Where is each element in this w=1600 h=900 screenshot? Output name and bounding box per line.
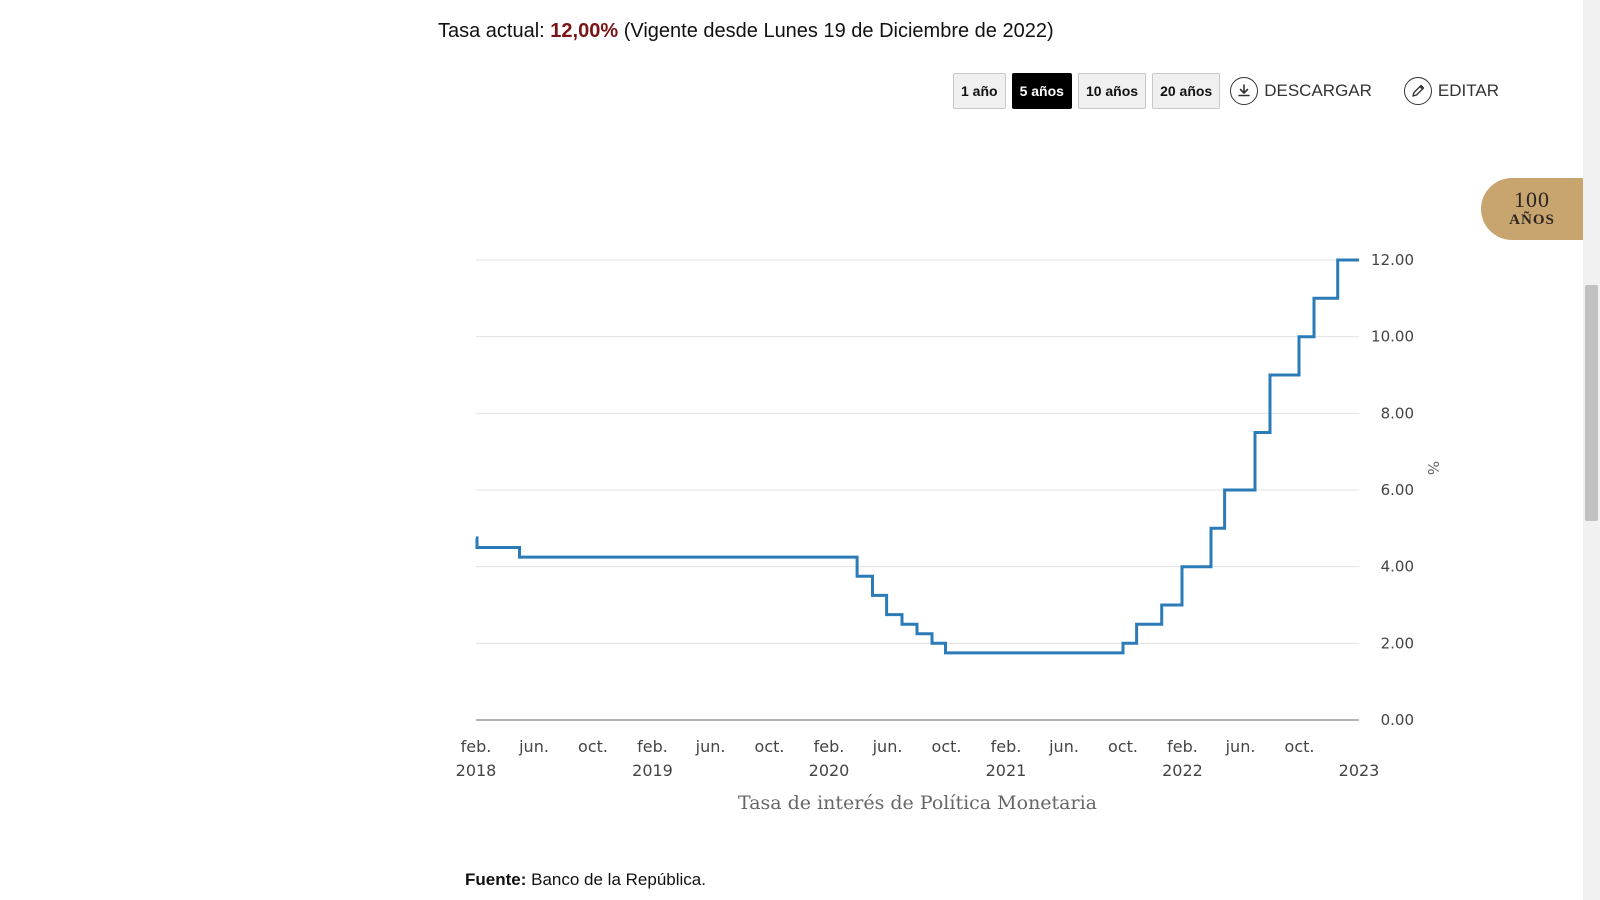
x-tick-label: jun.	[872, 737, 903, 756]
x-tick-year-label: 2019	[632, 761, 673, 780]
x-tick-label: jun.	[1225, 737, 1256, 756]
y-axis-label: %	[1424, 461, 1442, 475]
x-tick-year-label: 2018	[456, 761, 497, 780]
range-5-years-button[interactable]: 5 años	[1011, 73, 1072, 109]
chart-toolbar: 1 año 5 años 10 años 20 años DESCARGAR E…	[953, 72, 1499, 110]
source-text: Banco de la República.	[531, 870, 706, 889]
range-20-years-button[interactable]: 20 años	[1152, 73, 1221, 109]
x-tick-year-label: 2023	[1339, 761, 1380, 780]
x-tick-label: feb.	[637, 737, 668, 756]
x-tick-label: oct.	[578, 737, 608, 756]
x-tick-label: oct.	[755, 737, 785, 756]
x-tick-label: oct.	[932, 737, 962, 756]
y-tick-label: 0.00	[1381, 711, 1414, 729]
source-label: Fuente:	[465, 870, 527, 889]
x-tick-year-label: 2020	[809, 761, 850, 780]
edit-button[interactable]: EDITAR	[1403, 77, 1499, 105]
rate-prefix: Tasa actual:	[438, 20, 545, 42]
range-1-year-button[interactable]: 1 año	[953, 73, 1006, 109]
y-tick-label: 10.00	[1371, 328, 1414, 346]
download-icon	[1230, 77, 1259, 105]
page-scrollbar[interactable]	[1583, 0, 1600, 900]
x-tick-label: jun.	[518, 737, 549, 756]
y-tick-label: 4.00	[1381, 558, 1414, 576]
x-tick-year-label: 2022	[1162, 761, 1203, 780]
scrollbar-thumb[interactable]	[1585, 285, 1598, 521]
source-note: Fuente: Banco de la República.	[465, 870, 706, 890]
x-tick-label: jun.	[1048, 737, 1079, 756]
y-tick-label: 12.00	[1371, 251, 1414, 269]
x-tick-label: feb.	[991, 737, 1022, 756]
download-label: DESCARGAR	[1264, 81, 1372, 100]
badge-text: AÑOS	[1509, 212, 1555, 228]
y-tick-label: 8.00	[1381, 404, 1414, 422]
centenary-badge[interactable]: 100 AÑOS	[1481, 178, 1583, 240]
x-tick-label: oct.	[1285, 737, 1315, 756]
x-tick-label: feb.	[1167, 737, 1198, 756]
pencil-icon	[1403, 77, 1432, 105]
range-10-years-button[interactable]: 10 años	[1077, 73, 1147, 109]
badge-number: 100	[1514, 187, 1550, 212]
series-line	[475, 258, 1359, 655]
x-tick-label: jun.	[695, 737, 726, 756]
x-tick-label: feb.	[814, 737, 845, 756]
y-tick-label: 2.00	[1381, 634, 1414, 652]
y-tick-label: 6.00	[1381, 481, 1414, 499]
x-axis-title: Tasa de interés de Política Monetaria	[738, 792, 1097, 814]
current-rate-line: Tasa actual: 12,00% (Vigente desde Lunes…	[438, 20, 1054, 43]
rate-effective-date: (Vigente desde Lunes 19 de Diciembre de …	[623, 20, 1054, 42]
x-tick-year-label: 2021	[986, 761, 1027, 780]
x-tick-label: oct.	[1108, 737, 1138, 756]
download-button[interactable]: DESCARGAR	[1230, 77, 1372, 105]
rate-value: 12,00%	[550, 20, 619, 42]
x-tick-label: feb.	[461, 737, 492, 756]
edit-label: EDITAR	[1437, 81, 1499, 100]
